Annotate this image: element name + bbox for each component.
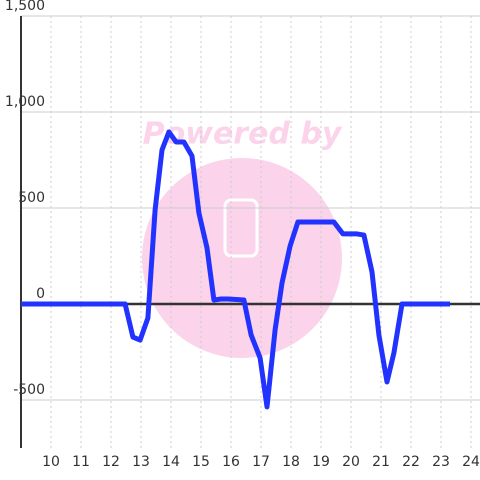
x-tick-label: 17 [252,454,270,470]
x-tick-label: 21 [372,454,390,470]
y-tick-label: 1,500 [5,0,45,14]
x-tick-label: 10 [42,454,60,470]
watermark-logo [142,158,342,358]
x-tick-label: 14 [162,454,180,470]
x-tick-label: 20 [342,454,360,470]
x-tick-label: 13 [132,454,150,470]
x-tick-label: 18 [282,454,300,470]
x-tick-label: 19 [312,454,330,470]
x-tick-label: 12 [102,454,120,470]
watermark-icon [223,198,259,258]
y-tick-label: -500 [13,382,45,398]
data-line [21,129,450,410]
x-tick-label: 15 [192,454,210,470]
x-tick-label: 11 [72,454,90,470]
x-tick-label: 22 [402,454,420,470]
watermark-text: Powered by [143,117,343,152]
x-tick-label: 24 [462,454,480,470]
x-tick-label: 23 [432,454,450,470]
y-tick-label: 1,000 [5,94,45,110]
y-tick-label: 0 [36,286,45,302]
y-tick-label: 500 [18,190,45,206]
x-tick-label: 16 [222,454,240,470]
